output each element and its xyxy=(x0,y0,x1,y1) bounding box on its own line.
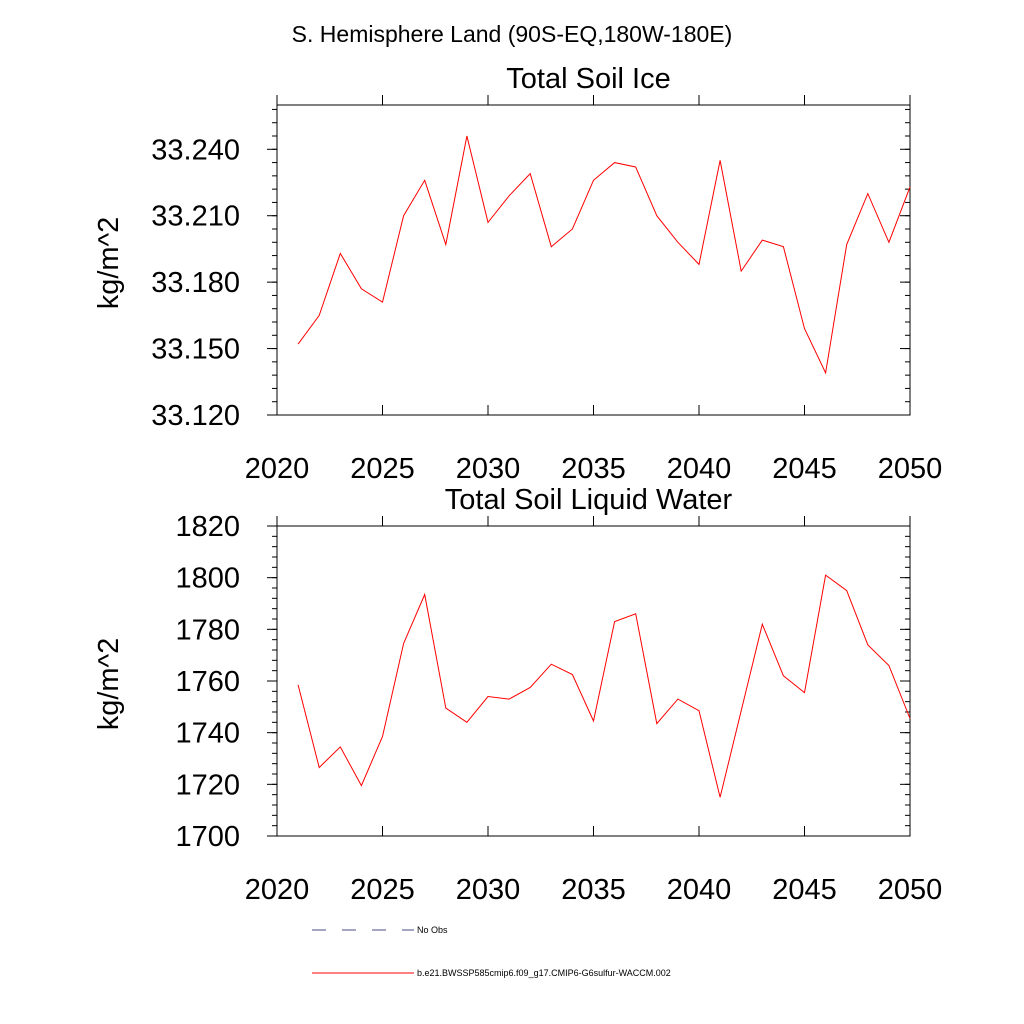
legend: No Obs b.e21.BWSSP585cmip6.f09_g17.CMIP6… xyxy=(312,925,671,978)
y-axis-label-soil-ice: kg/m^2 xyxy=(93,217,125,310)
page-title: S. Hemisphere Land (90S-EQ,180W-180E) xyxy=(292,21,733,47)
x-tick-label: 2045 xyxy=(772,453,837,485)
y-tick-label: 1720 xyxy=(175,769,240,801)
legend-label-no-obs: No Obs xyxy=(417,925,448,935)
y-tick-label: 33.180 xyxy=(151,267,240,299)
x-tick-label: 2040 xyxy=(667,453,732,485)
x-tick-label: 2035 xyxy=(561,453,626,485)
y-tick-label: 1800 xyxy=(175,563,240,595)
y-tick-label: 33.120 xyxy=(151,400,240,432)
y-tick-label: 33.150 xyxy=(151,334,240,366)
y-tick-label: 1760 xyxy=(175,666,240,698)
y-axis-label-soil-liquid-water: kg/m^2 xyxy=(93,638,125,731)
y-tick-label: 1820 xyxy=(175,511,240,543)
y-tick-label: 33.210 xyxy=(151,201,240,233)
legend-item-model-run: b.e21.BWSSP585cmip6.f09_g17.CMIP6-G6sulf… xyxy=(312,968,671,978)
plot-frame xyxy=(276,104,911,416)
x-tick-label: 2050 xyxy=(878,874,943,906)
x-tick-label: 2035 xyxy=(561,874,626,906)
panel-total-soil-liquid-water: Total Soil Liquid Water kg/m^2 2020 2025 2… xyxy=(93,484,942,906)
y-tick-label: 1780 xyxy=(175,614,240,646)
chart-title-soil-liquid-water: Total Soil Liquid Water xyxy=(445,484,733,516)
y-tick-label: 1740 xyxy=(175,718,240,750)
chart-title-soil-ice: Total Soil Ice xyxy=(506,63,670,95)
x-tick-label: 2050 xyxy=(878,453,943,485)
x-tick-label: 2040 xyxy=(667,874,732,906)
legend-item-no-obs: No Obs xyxy=(312,925,448,935)
x-tick-label: 2045 xyxy=(772,874,837,906)
x-tick-label: 2020 xyxy=(245,453,310,485)
x-tick-label: 2025 xyxy=(350,874,415,906)
series-line xyxy=(297,574,911,798)
plot-frame xyxy=(276,525,911,837)
y-tick-label: 1700 xyxy=(175,821,240,853)
x-tick-label: 2025 xyxy=(350,453,415,485)
x-tick-label: 2030 xyxy=(456,874,521,906)
legend-label-model-run: b.e21.BWSSP585cmip6.f09_g17.CMIP6-G6sulf… xyxy=(417,968,671,978)
x-tick-label: 2020 xyxy=(245,874,310,906)
y-tick-label: 33.240 xyxy=(151,134,240,166)
x-tick-label: 2030 xyxy=(456,453,521,485)
series-line xyxy=(297,135,911,375)
panel-total-soil-ice: Total Soil Ice kg/m^2 2020 2025 2030 2035 20… xyxy=(93,63,942,485)
